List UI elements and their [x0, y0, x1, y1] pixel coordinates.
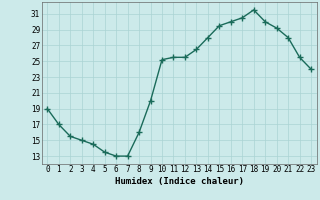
X-axis label: Humidex (Indice chaleur): Humidex (Indice chaleur): [115, 177, 244, 186]
